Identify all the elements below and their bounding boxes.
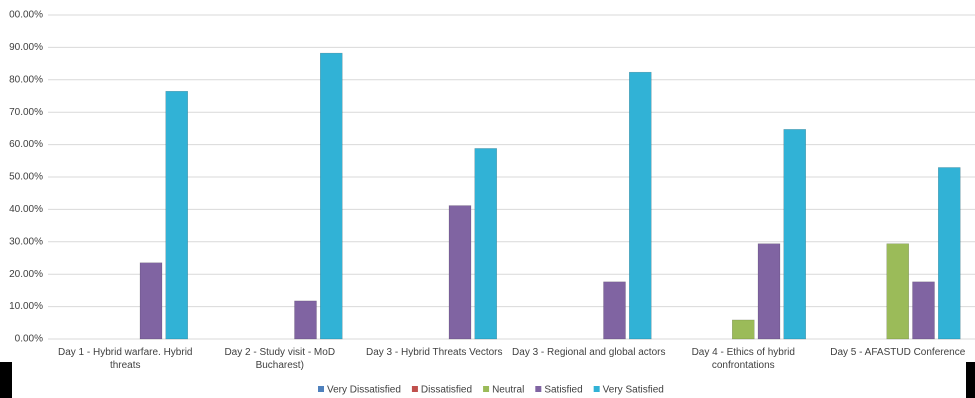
y-tick-label: 70.00% <box>9 107 43 118</box>
legend-label: Dissatisfied <box>421 385 472 396</box>
y-tick-label: 60.00% <box>9 139 43 150</box>
frame-edge <box>0 362 12 398</box>
x-tick-label: Day 2 - Study visit - MoD Bucharest) <box>224 347 336 371</box>
y-tick-label: 40.00% <box>9 204 43 215</box>
bar <box>732 319 755 340</box>
bar <box>783 129 806 340</box>
y-tick-label: 50.00% <box>9 172 43 183</box>
x-tick-label: Day 3 - Hybrid Threats Vectors <box>365 347 503 358</box>
legend-swatch <box>535 386 542 392</box>
x-tick-label: Day 4 - Ethics of hybrid confrontations <box>691 347 795 371</box>
x-tick-label: Day 5 - AFASTUD Conference <box>830 347 966 358</box>
bar <box>139 262 163 340</box>
bar <box>474 148 497 340</box>
legend-label: Very Satisfied <box>603 385 664 396</box>
x-tick-label: Day 1 - Hybrid warfare. Hybrid threats <box>58 347 193 371</box>
legend-swatch <box>318 386 324 392</box>
bar <box>886 243 909 340</box>
legend-swatch <box>483 386 490 392</box>
bar <box>912 281 935 340</box>
bar <box>294 300 317 340</box>
bar <box>757 243 781 340</box>
legend-swatch <box>411 386 418 392</box>
y-tick-label: 80.00% <box>9 74 43 85</box>
bar <box>320 52 343 340</box>
legend-label: Neutral <box>492 385 524 396</box>
y-tick-label: 0.00% <box>15 334 43 345</box>
y-tick-label: 90.00% <box>9 42 43 53</box>
x-tick-label: Day 3 - Regional and global actors <box>512 347 666 358</box>
bar <box>165 90 188 340</box>
legend-label: Very Dissatisfied <box>327 385 401 396</box>
bar <box>448 205 472 340</box>
y-tick-label: 00.00% <box>9 10 43 21</box>
bar <box>603 281 626 340</box>
y-tick-label: 20.00% <box>9 269 43 280</box>
y-tick-label: 10.00% <box>9 301 43 312</box>
y-tick-label: 30.00% <box>9 236 43 247</box>
bar <box>938 167 961 340</box>
bar <box>629 71 652 340</box>
legend-swatch <box>593 386 600 392</box>
frame-edge <box>966 362 975 398</box>
legend-label: Satisfied <box>544 385 582 396</box>
